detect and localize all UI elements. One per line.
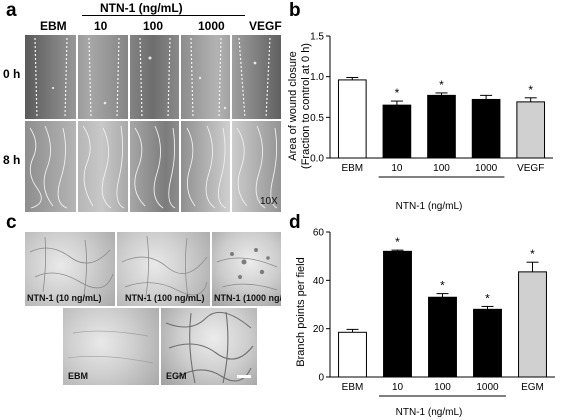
panel-b-chart: 0.0 0.5 1.0 1.5 EBM * 10 * 100 1000 * VEGF Area of … bbox=[287, 32, 553, 212]
panel-a-ntn-group-label: NTN-1 (ng/mL) bbox=[100, 1, 183, 15]
chart-d-ytick-label: 20 bbox=[313, 324, 325, 335]
panel-c-image-ntn100: NTN-1 (100 ng/mL) bbox=[117, 232, 210, 306]
chart-b-significance-mark: * bbox=[395, 86, 400, 100]
panel-a-group-bracket bbox=[82, 15, 245, 16]
chart-b-ylabel-line2: (Fraction to control at 0 h) bbox=[300, 43, 312, 169]
chart-b-category-label: VEGF bbox=[517, 163, 544, 174]
chart-b-group-label: NTN-1 (ng/mL) bbox=[396, 201, 463, 212]
chart-d-category-label: EGM bbox=[521, 382, 544, 393]
chart-d-significance-mark: * bbox=[530, 247, 535, 261]
panel-c-image-ntn10: NTN-1 (10 ng/mL) bbox=[25, 232, 115, 306]
panel-a-col-1000: 1000 bbox=[198, 19, 225, 33]
panel-d-letter: d bbox=[289, 212, 301, 233]
panel-c-image-ebm: EBM bbox=[63, 308, 159, 385]
panel-a-col-10: 10 bbox=[94, 19, 108, 33]
chart-b-ylabel-line1: Area of wound closure bbox=[287, 51, 299, 160]
panel-c-label-ebm: EBM bbox=[68, 371, 88, 381]
chart-d-bar bbox=[428, 296, 457, 378]
chart-b-plot: 0.0 0.5 1.0 1.5 EBM * 10 * 100 1000 * VEGF bbox=[310, 32, 553, 178]
chart-b-bar bbox=[471, 98, 501, 159]
panel-c-label-ntn1000: NTN-1 (1000 ng/mL) bbox=[214, 293, 281, 303]
chart-b-bar bbox=[427, 94, 456, 159]
chart-b-ytick-label: 1.0 bbox=[310, 72, 324, 83]
chart-b-category-label: EBM bbox=[341, 163, 363, 174]
chart-d-ylabel: Branch points per field bbox=[295, 257, 307, 366]
panel-b-letter: b bbox=[289, 0, 301, 21]
panel-c-image-egm: EGM bbox=[161, 308, 257, 385]
panel-a-micrograph-grid bbox=[25, 18, 281, 212]
chart-d-category-label: 10 bbox=[392, 382, 404, 393]
panel-c-letter: c bbox=[6, 212, 17, 233]
chart-b-category-label: 100 bbox=[433, 163, 450, 174]
panel-a-col-ebm: EBM bbox=[40, 19, 67, 33]
chart-b-significance-mark: * bbox=[528, 83, 533, 97]
chart-d-group-label: NTN-1 (ng/mL) bbox=[396, 407, 463, 418]
chart-d-significance-mark: * bbox=[395, 235, 400, 249]
chart-d-ytick-label: 60 bbox=[313, 228, 325, 239]
chart-d-bar bbox=[338, 331, 367, 378]
chart-d-bar bbox=[383, 250, 412, 378]
panel-a-col-vegf: VEGF bbox=[249, 19, 282, 33]
panel-a-wound-texture bbox=[25, 18, 281, 212]
chart-d-ytick-label: 0 bbox=[318, 373, 324, 384]
chart-b-ytick-label: 0.0 bbox=[310, 154, 324, 165]
chart-d-significance-mark: * bbox=[440, 279, 445, 293]
chart-b-ytick-label: 1.5 bbox=[310, 32, 324, 43]
panel-c-scale-bar bbox=[237, 375, 251, 378]
panel-d-chart: 0 20 40 60 EBM * 10 * 100 * 1000 * EGM Branch points… bbox=[295, 228, 555, 418]
panel-a-col-100: 100 bbox=[143, 19, 164, 33]
chart-d-plot: 0 20 40 60 EBM * 10 * 100 * 1000 * EGM bbox=[313, 228, 555, 397]
chart-b-ytick-label: 0.5 bbox=[310, 113, 324, 124]
panel-c-label-egm: EGM bbox=[166, 371, 187, 381]
chart-d-bar bbox=[518, 271, 547, 378]
chart-d-ytick-label: 40 bbox=[313, 276, 325, 287]
chart-b-category-label: 10 bbox=[391, 163, 403, 174]
panel-c-label-ntn10: NTN-1 (10 ng/mL) bbox=[27, 293, 102, 303]
chart-b-significance-mark: * bbox=[439, 78, 444, 92]
panel-c-label-ntn100: NTN-1 (100 ng/mL) bbox=[125, 293, 205, 303]
panel-a-magnification: 10X bbox=[260, 196, 278, 207]
chart-d-category-label: 100 bbox=[434, 382, 451, 393]
chart-b-bar bbox=[516, 101, 546, 159]
panel-a-letter: a bbox=[6, 0, 17, 21]
panel-a-row-0h: 0 h bbox=[3, 67, 21, 81]
chart-b-bar bbox=[337, 79, 367, 159]
chart-d-category-label: EBM bbox=[342, 382, 364, 393]
chart-b-category-label: 1000 bbox=[475, 163, 498, 174]
chart-d-bar bbox=[473, 308, 502, 378]
chart-d-significance-mark: * bbox=[485, 291, 490, 305]
panel-a-row-8h: 8 h bbox=[3, 153, 21, 167]
chart-b-bar bbox=[382, 104, 412, 159]
chart-d-category-label: 1000 bbox=[476, 382, 499, 393]
panel-c-image-ntn1000: NTN-1 (1000 ng/mL) bbox=[212, 232, 281, 306]
